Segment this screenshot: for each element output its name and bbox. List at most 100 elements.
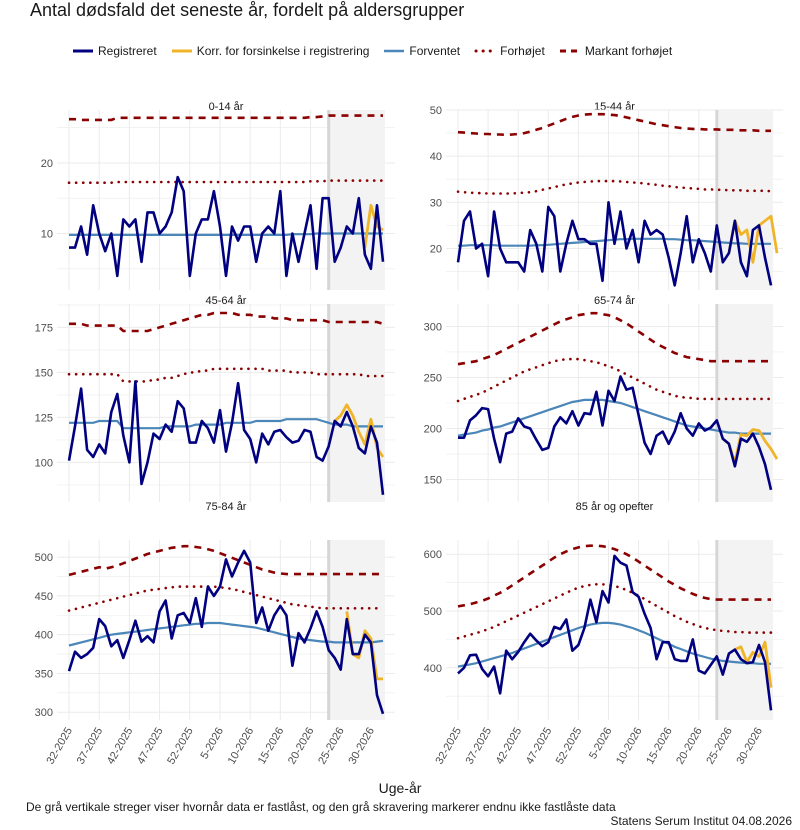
series-markedly-elevated xyxy=(68,544,383,577)
page-title: Antal dødsfald det seneste år, fordelt p… xyxy=(30,0,465,20)
y-tick-label: 125 xyxy=(35,412,53,424)
series-expected xyxy=(68,621,384,647)
x-tick-label: 25-2026 xyxy=(316,725,347,766)
y-tick-label: 30 xyxy=(430,197,442,209)
x-tick-label: 42-2025 xyxy=(105,726,136,767)
legend-item-elevated: Forhøjet xyxy=(474,44,545,58)
x-tick-label: 30-2026 xyxy=(734,726,765,767)
legend-label-registered: Registreret xyxy=(98,44,157,58)
series-registered xyxy=(69,175,385,278)
x-tick-label: 20-2026 xyxy=(286,725,317,766)
series-markedly-elevated xyxy=(457,311,771,366)
x-tick-label: 10-2026 xyxy=(614,726,645,767)
x-tick-label: 47-2025 xyxy=(135,726,166,767)
y-tick-label: 20 xyxy=(430,243,442,255)
panel-title: 85 år og opefter xyxy=(576,501,654,513)
legend-key-registered xyxy=(73,49,93,53)
legend-label-expected: Forventet xyxy=(409,44,461,58)
series-markedly-elevated xyxy=(457,112,771,137)
legend-key-markedly-elevated xyxy=(559,49,580,53)
panel-title: 45-64 år xyxy=(206,295,247,307)
series-markedly-elevated xyxy=(69,114,383,122)
y-tick-label: 40 xyxy=(430,151,442,163)
x-tick-label: 52-2025 xyxy=(554,726,585,767)
legend-key-corrected xyxy=(171,49,192,53)
panel-4: 65-74 år 150 200 250 300 xyxy=(424,295,783,502)
panel-3: 45-64 år 100 125 150 175 xyxy=(35,295,395,502)
x-tick-label: 52-2025 xyxy=(165,726,196,767)
legend-label-markedly-elevated: Markant forhøjet xyxy=(584,44,673,58)
y-tick-label: 500 xyxy=(35,552,53,564)
x-tick-label: 37-2025 xyxy=(464,726,495,767)
y-tick-label: 250 xyxy=(424,372,442,384)
panel-1: 0-14 år 10 20 xyxy=(41,101,395,290)
series-corrected xyxy=(734,640,773,688)
unlocked-data-shade xyxy=(328,304,385,502)
series-elevated xyxy=(456,179,773,195)
y-tick-label: 450 xyxy=(35,591,53,603)
source-credit: Statens Serum Institut 04.08.2026 xyxy=(610,814,792,828)
series-registered xyxy=(456,201,773,287)
legend: Registreret Korr. for forsinkelse i regi… xyxy=(72,43,686,59)
y-tick-label: 150 xyxy=(35,367,53,379)
x-tick-label: 15-2026 xyxy=(644,726,675,767)
y-tick-label: 50 xyxy=(430,105,442,117)
panel-title: 0-14 år xyxy=(209,101,244,113)
series-elevated xyxy=(456,583,773,640)
y-tick-label: 400 xyxy=(424,663,442,675)
unlocked-data-shade xyxy=(328,110,385,290)
x-tick-label: 30-2026 xyxy=(346,725,377,766)
unlocked-data-shade xyxy=(716,110,773,290)
legend-item-expected: Forventet xyxy=(383,44,460,58)
y-tick-label: 200 xyxy=(424,424,442,436)
series-markedly-elevated xyxy=(69,311,384,333)
legend-key-expected xyxy=(384,49,405,53)
x-tick-label: 20-2026 xyxy=(674,726,705,767)
y-tick-label: 175 xyxy=(35,322,53,334)
panel-title: 65-74 år xyxy=(594,295,635,307)
panel-2: 15-44 år 20 30 40 50 xyxy=(430,101,783,290)
y-tick-label: 600 xyxy=(424,549,442,561)
x-axis-label: Uge-år xyxy=(378,780,422,796)
legend-label-corrected: Korr. for forsinkelse i registrering xyxy=(196,44,370,58)
y-tick-label: 300 xyxy=(35,707,53,719)
y-tick-label: 500 xyxy=(424,606,442,618)
panel-5: 75-84 år 300 350 400 450 500 32-2025 37-2025 42-… xyxy=(35,501,395,767)
legend-item-markedly-elevated: Markant forhøjet xyxy=(559,44,672,58)
y-tick-label: 100 xyxy=(35,457,53,469)
x-tick-label: 42-2025 xyxy=(494,726,525,767)
x-tick-label: 5-2026 xyxy=(587,726,615,762)
panel-title: 15-44 år xyxy=(594,101,635,113)
series-markedly-elevated xyxy=(457,544,771,608)
series-elevated xyxy=(67,367,385,383)
x-tick-label: 32-2025 xyxy=(433,726,464,767)
y-tick-label: 10 xyxy=(41,229,53,241)
footnote: De grå vertikale streger viser hvornår d… xyxy=(26,800,616,814)
series-corrected xyxy=(727,214,779,264)
unlocked-data-shade xyxy=(716,304,773,502)
legend-item-registered: Registreret xyxy=(72,44,157,58)
y-tick-label: 350 xyxy=(35,668,53,680)
series-registered xyxy=(67,549,385,715)
y-tick-label: 300 xyxy=(424,321,442,333)
legend-item-corrected: Korr. for forsinkelse i registrering xyxy=(171,44,370,58)
series-elevated xyxy=(456,357,773,403)
x-tick-label: 25-2026 xyxy=(704,726,735,767)
series-elevated xyxy=(67,179,385,184)
legend-label-elevated: Forhøjet xyxy=(500,44,545,58)
y-tick-label: 150 xyxy=(424,475,442,487)
x-tick-label: 47-2025 xyxy=(524,726,555,767)
x-tick-label: 5-2026 xyxy=(199,726,227,762)
x-tick-label: 10-2026 xyxy=(226,726,257,767)
x-tick-label: 15-2026 xyxy=(256,725,287,766)
y-tick-label: 400 xyxy=(35,630,53,642)
panel-title: 75-84 år xyxy=(206,501,247,513)
series-registered xyxy=(457,554,773,711)
series-registered xyxy=(67,380,385,495)
x-tick-label: 32-2025 xyxy=(44,726,75,767)
series-registered xyxy=(458,375,773,491)
y-tick-label: 20 xyxy=(41,158,53,170)
unlocked-data-shade xyxy=(716,540,773,720)
